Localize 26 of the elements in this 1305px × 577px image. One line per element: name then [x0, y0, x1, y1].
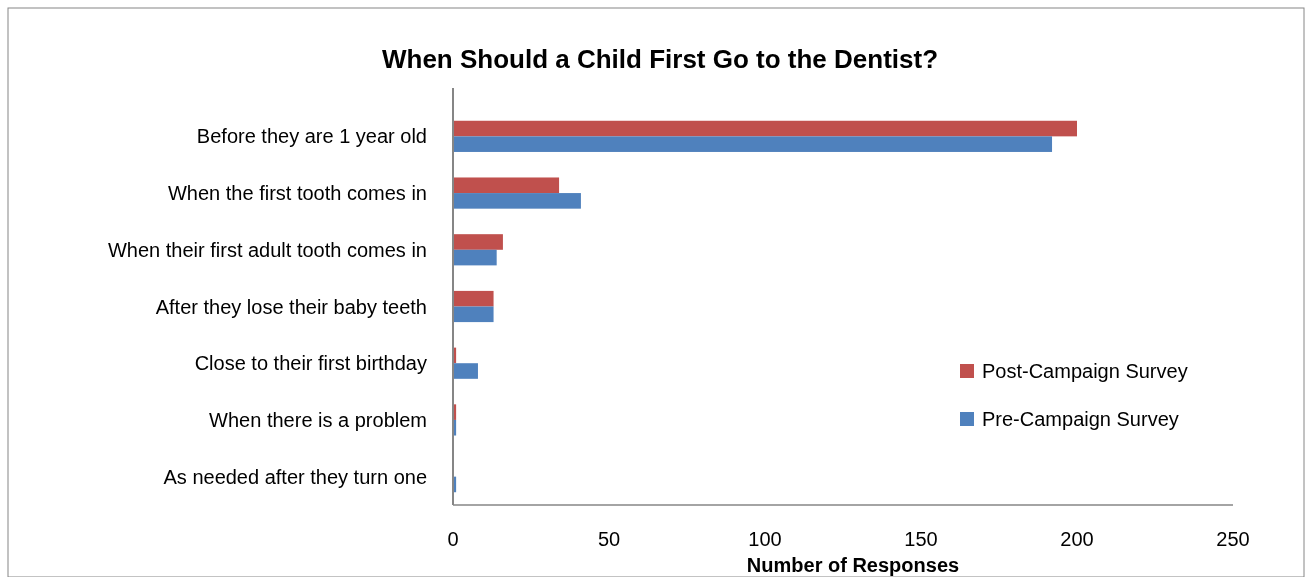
x-tick-label: 250	[1216, 528, 1250, 550]
y-tick-label: Close to their first birthday	[194, 352, 427, 375]
bar	[453, 363, 478, 379]
bar	[453, 290, 494, 307]
x-tick-label: 150	[904, 528, 938, 550]
bar	[453, 177, 560, 194]
y-tick-label: When there is a problem	[209, 408, 427, 431]
y-tick-label: After they lose their baby teeth	[155, 295, 427, 318]
x-tick-label: 50	[597, 528, 621, 550]
legend-label: Post-Campaign Survey	[982, 360, 1188, 382]
chart-title: When Should a Child First Go to the Dentist?	[381, 44, 939, 74]
bar	[453, 306, 494, 323]
y-tick-label: As needed after they turn one	[163, 465, 427, 488]
x-axis-title: Number of Responses	[746, 554, 960, 576]
x-tick-label: 100	[748, 528, 782, 550]
bar	[453, 120, 1077, 137]
bar	[453, 193, 581, 209]
y-tick-label: When the first tooth comes in	[167, 182, 427, 205]
bar	[453, 234, 503, 250]
bar	[453, 136, 1053, 152]
legend-label: Pre-Campaign Survey	[982, 408, 1179, 430]
y-tick-label: Before they are 1 year old	[196, 125, 427, 148]
y-tick-label: When their first adult tooth comes in	[107, 238, 427, 261]
x-tick-label: 200	[1060, 528, 1094, 550]
x-tick-label: 0	[447, 528, 459, 550]
bar	[453, 249, 497, 266]
